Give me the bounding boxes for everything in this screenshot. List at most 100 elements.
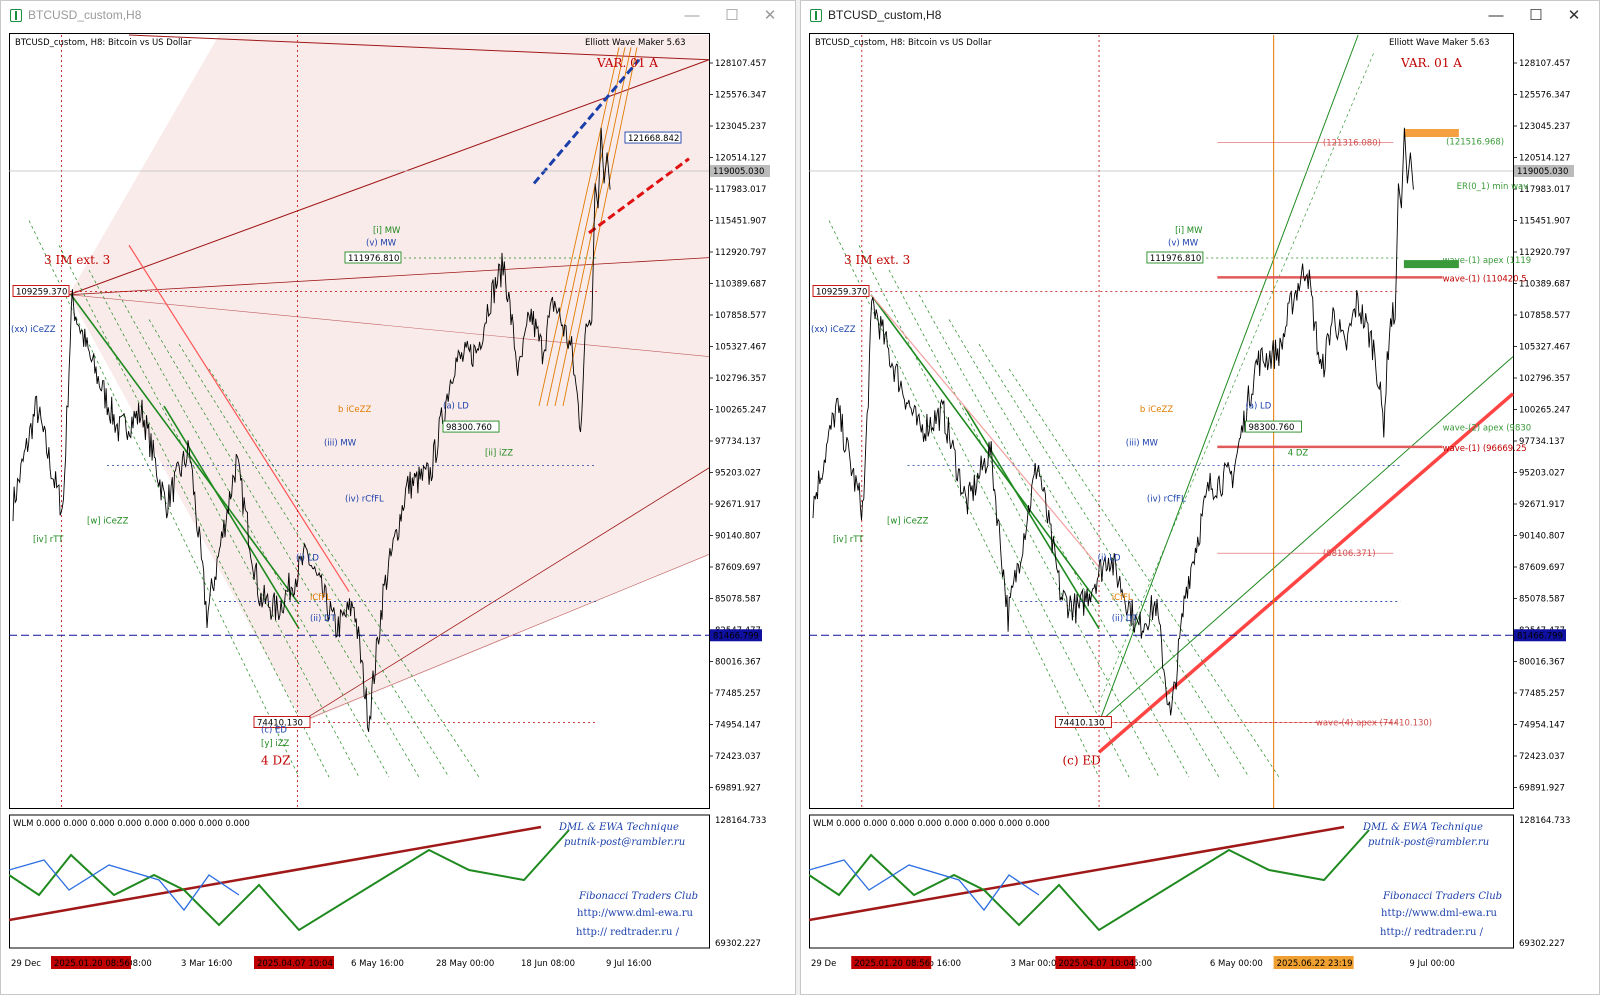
sub-tick-label: 69302.227 [715,939,761,949]
price-tick-label: 123045.237 [715,122,766,132]
variant-label: VAR. 01 A [1400,56,1462,70]
club-label: Fibonacci Traders Club [578,891,698,902]
price-tick-label: 117983.017 [715,185,766,195]
wave-label: (iii) MW [1126,439,1159,449]
price-tick-label: 87609.697 [1519,563,1565,573]
wave-label: (i) LD [296,554,319,564]
annotation-label: (121516.968) [1446,137,1504,147]
date-tick-label: 3 Mar 16:00 [181,959,232,969]
wave-label: [ii] iZZ [485,449,513,459]
trend-line [128,244,350,592]
fib-fan-line [918,294,1190,778]
price-tick-label: 72423.037 [715,752,761,762]
maximize-button[interactable]: ☐ [725,7,739,24]
date-marker-label: 2025.06.22 23:19 [1277,959,1353,969]
minimize-button[interactable]: — [1488,7,1504,24]
wave-label: (iv) rCfFL [1147,494,1186,504]
price-tick-label: 100265.247 [1519,406,1570,416]
indicator-name: Elliott Wave Maker 5.63 [585,38,686,48]
price-box-label: 74410.130 [257,719,303,729]
channel-line [68,59,710,296]
hline-price-label: 81466.799 [1517,631,1563,641]
wave-label: (a) LD [443,402,469,412]
date-tick-label: 9 Jul 00:00 [1409,959,1455,969]
channel-line [128,34,710,61]
price-tick-label: 92671.917 [1519,500,1565,510]
price-box-label: 111976.810 [1150,254,1201,264]
zone-box [1403,128,1459,137]
sub-tick-label: 128164.733 [1519,816,1570,826]
price-tick-label: 80016.367 [1519,658,1565,668]
channel-line [68,257,710,296]
chart-caption: BTCUSD_custom, H8: Bitcoin vs US Dollar [815,38,992,48]
price-series [12,127,611,732]
titlebar[interactable]: BTCUSD_custom,H8 — ☐ ✕ [1,1,795,31]
price-box-label: 121668.842 [628,134,679,144]
price-tick-label: 97734.137 [715,437,761,447]
date-marker-tag [51,956,131,969]
right-chart-window[interactable]: BTCUSD_custom,H8 — ☐ ✕ BTCUSD_custom, H8… [800,0,1600,995]
wave-label: (iii) MW [324,439,357,449]
date-tick-label: 18 Jun 08:00 [521,959,575,969]
hline-price-label: 81466.799 [713,631,759,641]
wave-label: (ii) DT [310,614,337,624]
chart-area[interactable]: BTCUSD_custom, H8: Bitcoin vs US Dollar E… [9,33,789,991]
close-button[interactable]: ✕ [763,7,777,24]
annotation-label: (121316.080) [1323,139,1381,149]
subwindow-caption: WLM 0.000 0.000 0.000 0.000 0.000 0.000 … [13,819,250,829]
price-tick-label: 102796.357 [1519,374,1570,384]
annotation-label: wave-(2) apex (9830 [1443,424,1532,434]
window-title: BTCUSD_custom,H8 [28,8,142,22]
price-tick-label: 77485.257 [715,689,761,699]
price-tick-label: 92671.917 [715,500,761,510]
chart-caption: BTCUSD_custom, H8: Bitcoin vs US Dollar [15,38,192,48]
maximize-button[interactable]: ☐ [1529,7,1543,24]
price-tick-label: 125576.347 [715,91,766,101]
sub-zigzag-blue [9,859,240,912]
price-tick-label: 123045.237 [1519,122,1570,132]
close-button[interactable]: ✕ [1567,7,1581,24]
price-tick-label: 90140.807 [1519,532,1565,542]
date-tick-label: 9 Jul 16:00 [606,959,652,969]
club-label: Fibonacci Traders Club [1382,891,1502,902]
date-marker-tag [254,956,334,969]
date-marker-tag [851,956,932,969]
titlebar[interactable]: BTCUSD_custom,H8 — ☐ ✕ [801,1,1599,31]
fib-fan-line [828,220,1100,778]
price-tick-label: 115451.907 [715,217,766,227]
fib-fan-line [178,344,450,778]
sub-zigzag [809,829,1370,932]
price-tick-label: 128107.457 [715,59,766,69]
price-tick-label: 128107.457 [1519,59,1570,69]
url-link: http:// redtrader.ru / [1380,927,1484,938]
price-box [812,285,870,297]
sub-zigzag-blue [809,859,1040,912]
price-tick-label: 95203.027 [1519,469,1565,479]
channel-line [1098,34,1359,723]
wave-label: (c) ED [1062,754,1100,768]
sub-tick-label: 69302.227 [1519,939,1565,949]
minimize-button[interactable]: — [684,7,700,24]
price-tick-label: 74954.147 [1519,721,1565,731]
date-tick-label: 3 Mar 00:00 [1010,959,1061,969]
trend-line [163,405,300,630]
price-chart-svg[interactable]: BTCUSD_custom, H8: Bitcoin vs US Dollar E… [809,33,1593,991]
annotation-label: (88106.371) [1323,549,1376,559]
wave-label: [i] MW [373,226,401,236]
price-series [812,127,1414,716]
price-tick-label: 112920.797 [1519,248,1570,258]
fan-line [538,47,620,407]
price-chart-svg[interactable]: BTCUSD_custom, H8: Bitcoin vs US Dollar E… [9,33,789,991]
signature-line: DML & EWA Technique [1362,822,1483,833]
annotation-label: wave-(1) (96669.25 [1443,444,1527,454]
left-chart-window[interactable]: BTCUSD_custom,H8 — ☐ ✕ BTCUSD_custom, H8… [0,0,796,995]
date-tick-label: 28 May 00:00 [436,959,494,969]
wave-label: (v) MW [366,238,397,248]
wave-label: [iv] rTT [833,535,864,545]
date-tick-label: 29 Dec [11,959,41,969]
signature-line: putnik-post@rambler.ru [1368,837,1489,848]
blue-dashed-line [532,58,641,185]
chart-area[interactable]: BTCUSD_custom, H8: Bitcoin vs US Dollar E… [809,33,1593,991]
price-box [624,131,682,144]
price-tick-label: 110389.687 [1519,280,1570,290]
